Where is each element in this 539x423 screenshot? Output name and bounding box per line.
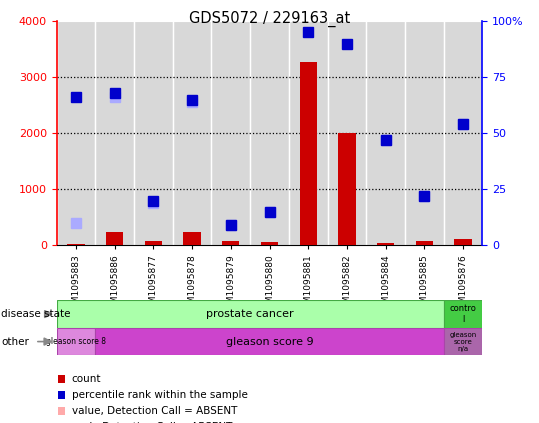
Text: gleason score 9: gleason score 9 [226,337,313,346]
Text: rank, Detection Call = ABSENT: rank, Detection Call = ABSENT [72,422,232,423]
Bar [444,300,482,328]
Bar [183,233,201,245]
Bar [95,328,444,355]
Text: contro
l: contro l [450,305,476,324]
Bar [377,242,395,245]
Bar [300,62,317,245]
Bar [58,391,65,399]
Bar [444,328,482,355]
Bar [338,133,356,245]
Bar [222,242,239,245]
Bar [57,328,95,355]
Text: gleason
score
n/a: gleason score n/a [450,332,476,352]
Bar [261,242,278,245]
Text: percentile rank within the sample: percentile rank within the sample [72,390,247,400]
Bar [367,21,405,245]
Text: value, Detection Call = ABSENT: value, Detection Call = ABSENT [72,406,237,416]
Bar [172,21,211,245]
Bar [250,21,289,245]
Text: gleason score 8: gleason score 8 [46,337,106,346]
Text: count: count [72,374,101,384]
Bar [454,239,472,245]
Bar [58,375,65,383]
Bar [144,242,162,245]
Bar [211,21,250,245]
Bar [405,21,444,245]
Bar [289,21,328,245]
Bar [57,21,95,245]
Text: GDS5072 / 229163_at: GDS5072 / 229163_at [189,11,350,27]
Bar [106,233,123,245]
Bar [444,21,482,245]
Bar [134,21,172,245]
Text: disease state: disease state [1,309,71,319]
Text: prostate cancer: prostate cancer [206,309,294,319]
Bar [58,407,65,415]
Text: other: other [1,337,29,346]
Bar [328,21,367,245]
Bar [416,242,433,245]
Bar [67,244,85,245]
Bar [95,21,134,245]
